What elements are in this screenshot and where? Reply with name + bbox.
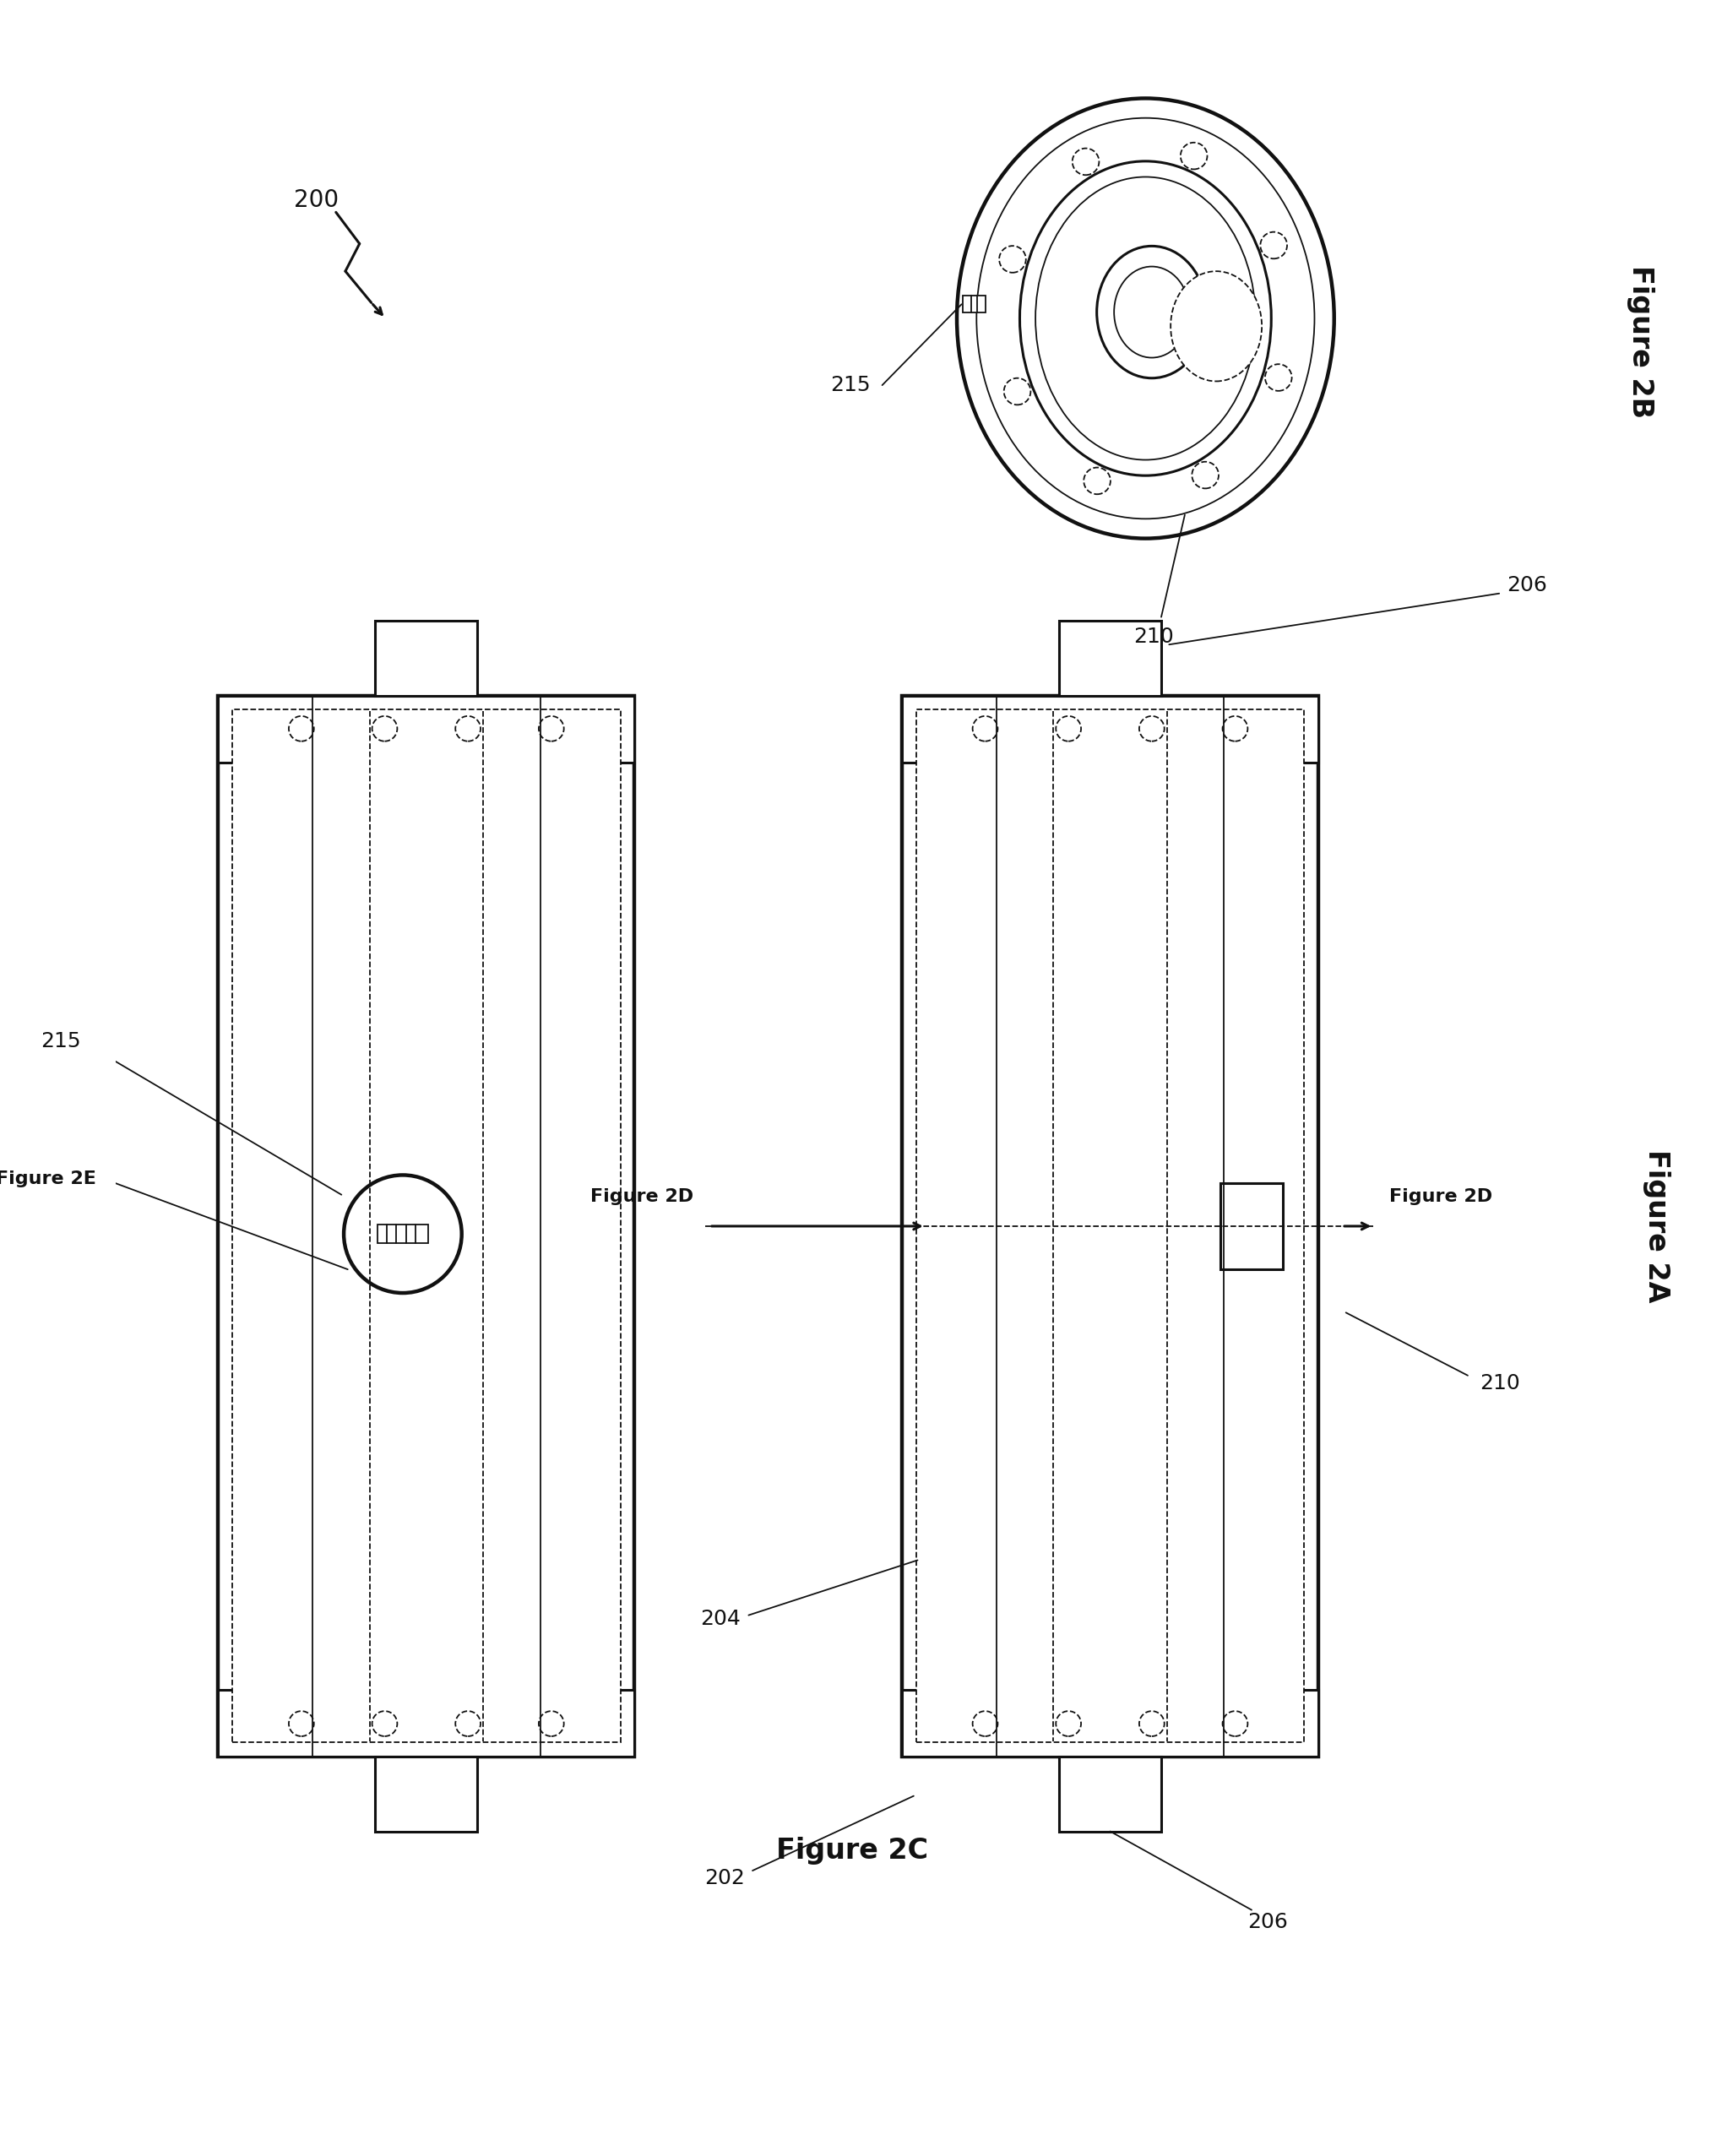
Circle shape	[1261, 233, 1286, 259]
Bar	[375, 1757, 477, 1830]
Bar	[963, 295, 985, 313]
Ellipse shape	[976, 119, 1314, 520]
Text: 206: 206	[1247, 1912, 1288, 1932]
Circle shape	[1223, 1712, 1248, 1736]
Circle shape	[1056, 1712, 1081, 1736]
Text: Figure 2D: Figure 2D	[1390, 1188, 1493, 1205]
Circle shape	[539, 716, 563, 742]
Text: 206: 206	[1507, 576, 1548, 595]
Circle shape	[1073, 149, 1099, 175]
Ellipse shape	[1035, 177, 1255, 459]
Bar	[375, 621, 477, 696]
Ellipse shape	[1114, 267, 1190, 358]
Text: 204: 204	[701, 1608, 740, 1630]
Circle shape	[1140, 1712, 1164, 1736]
Bar	[902, 696, 1319, 763]
Circle shape	[289, 1712, 313, 1736]
Circle shape	[1181, 142, 1207, 170]
Circle shape	[455, 716, 480, 742]
Text: 210: 210	[1479, 1373, 1521, 1393]
Text: Figure 2C: Figure 2C	[777, 1837, 928, 1865]
Bar	[377, 1225, 427, 1244]
Bar	[219, 696, 635, 1757]
Ellipse shape	[1097, 246, 1207, 377]
Bar	[1059, 621, 1161, 696]
Circle shape	[1223, 716, 1248, 742]
Text: 210: 210	[1133, 627, 1173, 647]
Circle shape	[1140, 716, 1164, 742]
Circle shape	[455, 1712, 480, 1736]
Circle shape	[973, 1712, 997, 1736]
Circle shape	[344, 1175, 461, 1294]
Circle shape	[1056, 716, 1081, 742]
Circle shape	[372, 1712, 398, 1736]
Circle shape	[973, 716, 997, 742]
Bar	[916, 709, 1304, 1742]
Ellipse shape	[1019, 162, 1271, 476]
Bar	[1221, 1184, 1283, 1270]
Circle shape	[999, 246, 1026, 272]
Text: Figure 2E: Figure 2E	[0, 1171, 96, 1188]
Circle shape	[1083, 468, 1111, 494]
Bar	[902, 696, 1319, 1757]
Bar	[902, 1690, 1319, 1757]
Text: 215: 215	[40, 1031, 81, 1052]
Circle shape	[372, 716, 398, 742]
Text: 202: 202	[704, 1869, 744, 1889]
Text: Figure 2B: Figure 2B	[1627, 265, 1655, 418]
Text: Figure 2A: Figure 2A	[1643, 1149, 1670, 1302]
Ellipse shape	[957, 99, 1335, 539]
Bar	[219, 696, 635, 763]
Circle shape	[1266, 364, 1292, 390]
Circle shape	[289, 716, 313, 742]
Text: 215: 215	[830, 375, 870, 395]
Circle shape	[539, 1712, 563, 1736]
Bar	[219, 1690, 635, 1757]
Circle shape	[1192, 461, 1219, 489]
Bar	[232, 709, 620, 1742]
Text: Figure 2D: Figure 2D	[591, 1188, 694, 1205]
Circle shape	[1004, 377, 1031, 405]
Ellipse shape	[1171, 272, 1262, 382]
Bar	[1059, 1757, 1161, 1830]
Text: 200: 200	[294, 190, 339, 211]
